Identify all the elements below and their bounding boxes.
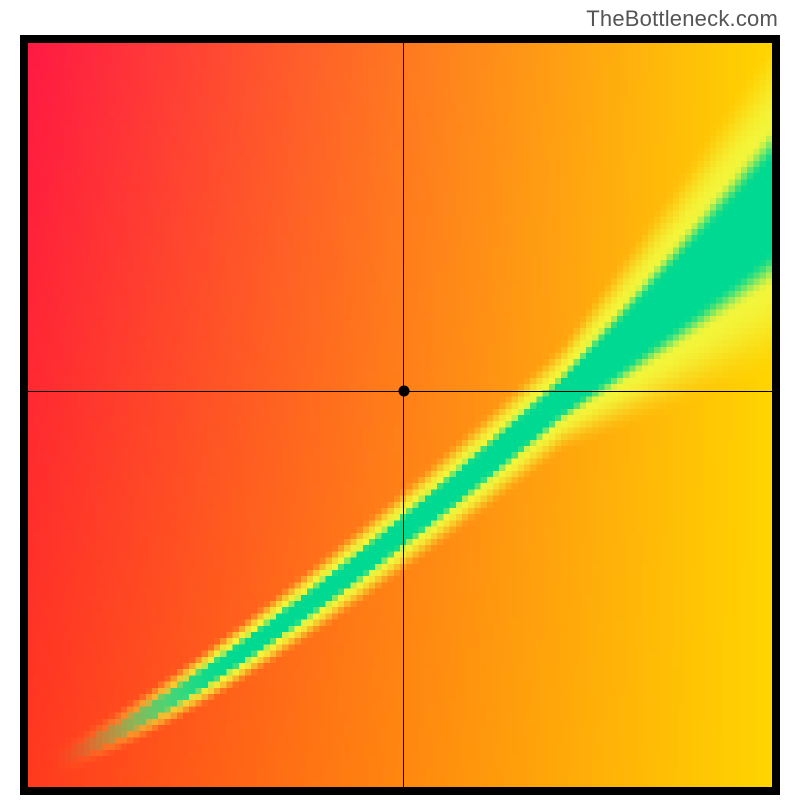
heatmap-canvas	[28, 43, 772, 787]
chart-container: TheBottleneck.com	[0, 0, 800, 800]
crosshair-marker	[398, 386, 409, 397]
crosshair-vertical	[403, 43, 404, 787]
watermark-text: TheBottleneck.com	[586, 6, 778, 32]
